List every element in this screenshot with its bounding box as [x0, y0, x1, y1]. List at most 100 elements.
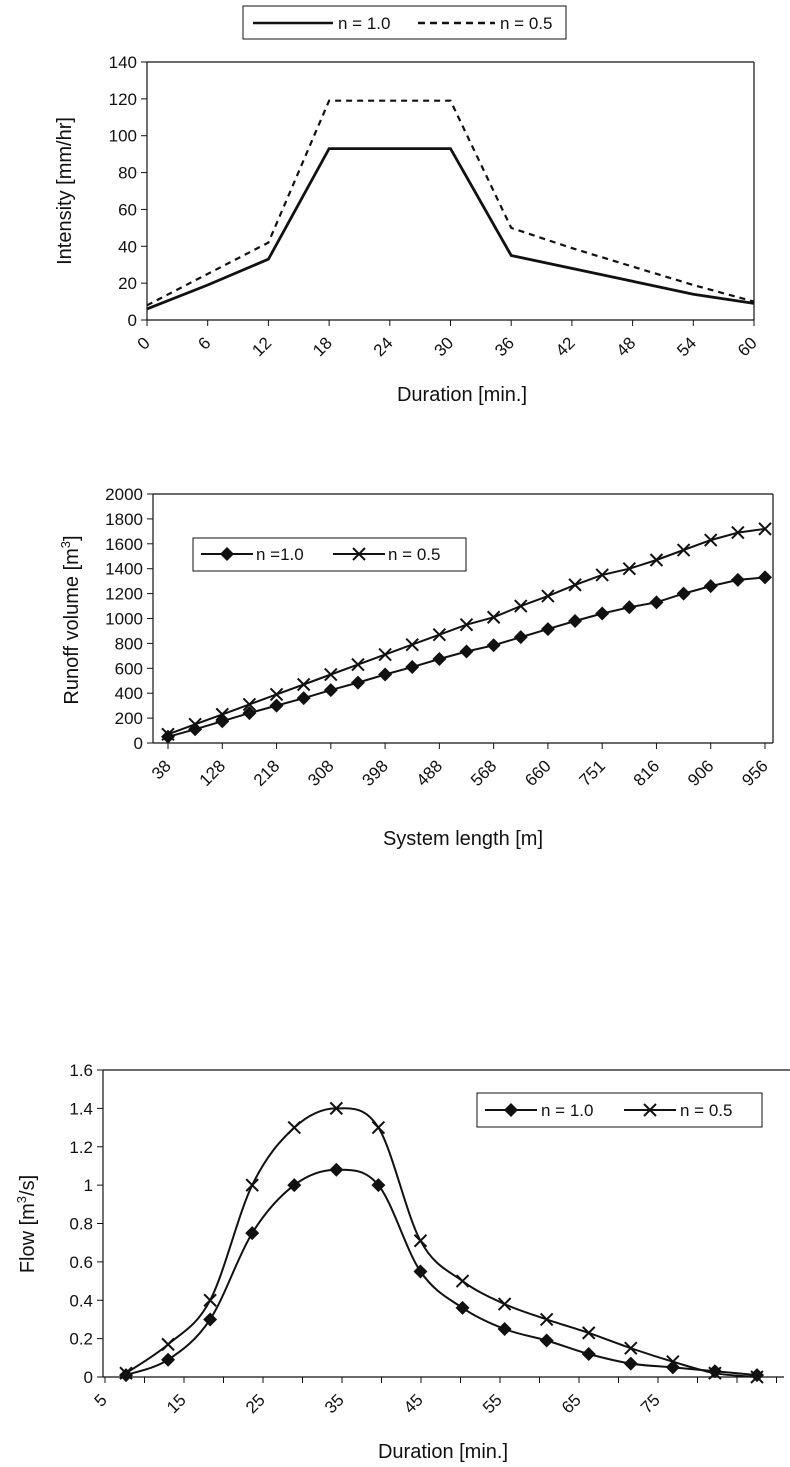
data-point-n05: [371, 1120, 386, 1135]
data-point-n05: [324, 667, 338, 682]
runoff-volume-chart: 0 200 400 600 800 1000 1200 1400 1600 1800 2000 38…: [58, 485, 774, 850]
x-tick-label: 36: [491, 333, 518, 360]
flow-y-axis-title: Flow [m3/s]: [14, 1175, 39, 1273]
legend-label-series-1: n =1.0: [256, 545, 304, 564]
data-point-n1: [676, 586, 691, 601]
x-tick-label: 65: [558, 1390, 585, 1417]
legend-marker-diamond: [504, 1103, 518, 1117]
legend-label-series-1: n = 1.0: [541, 1101, 593, 1120]
x-tick-label: 60: [734, 333, 761, 360]
x-tick-label: 5: [91, 1390, 111, 1410]
data-point-n1: [413, 1264, 428, 1279]
data-point-n05: [708, 1366, 722, 1380]
x-tick-label: 751: [576, 756, 609, 789]
x-tick-label: 45: [400, 1390, 427, 1417]
intensity-x-axis-title: Duration [min.]: [397, 384, 527, 406]
data-point-n1: [405, 660, 420, 675]
y-tick-label: 1.2: [69, 1138, 93, 1157]
legend-label-series-2: n = 0.5: [680, 1101, 732, 1120]
y-tick-label: 60: [118, 200, 137, 219]
flow-x-axis-title: Duration [min.]: [378, 1441, 508, 1463]
data-point-n1: [323, 683, 338, 698]
data-point-n05: [351, 657, 365, 672]
data-point-n1: [622, 600, 637, 615]
x-tick-label: 488: [413, 756, 446, 789]
data-point-n1: [513, 630, 528, 645]
x-tick-label: 0: [134, 333, 154, 353]
x-tick-label: 816: [630, 756, 663, 789]
y-tick-label: 140: [109, 53, 137, 72]
data-point-n05: [622, 561, 637, 576]
data-point-n1: [161, 1352, 176, 1367]
data-point-n05: [541, 589, 555, 603]
legend-label-series-1: n = 1.0: [338, 14, 390, 33]
data-point-n05: [405, 637, 419, 652]
data-point-n1: [287, 1178, 302, 1193]
data-point-n05: [161, 1337, 175, 1352]
legend-marker-x: [643, 1103, 657, 1117]
data-point-n1: [455, 1300, 470, 1315]
data-point-n05: [287, 1120, 301, 1135]
data-point-n05: [269, 687, 284, 702]
y-tick-label: 1.4: [69, 1099, 93, 1118]
series-line-n1: [146, 147, 755, 311]
y-tick-label: 200: [115, 709, 143, 728]
x-tick-label: 6: [194, 333, 214, 353]
data-point-n05: [455, 1274, 470, 1288]
y-tick-label: 800: [115, 634, 143, 653]
y-tick-label: 120: [109, 90, 137, 109]
series-line-n05: [125, 1107, 758, 1378]
legend-marker-x: [352, 547, 366, 561]
y-tick-label: 0.6: [69, 1253, 93, 1272]
data-point-n1: [750, 1368, 764, 1383]
data-point-n1: [539, 1333, 554, 1348]
y-tick-label: 600: [115, 659, 143, 678]
series-line-n1: [125, 1168, 758, 1377]
legend-label-series-2: n = 0.5: [500, 14, 552, 33]
intensity-y-axis-title: Intensity [mm/hr]: [54, 117, 76, 265]
x-tick-label: 308: [304, 756, 337, 789]
data-point-n1: [371, 1178, 386, 1193]
y-tick-label: 1: [84, 1176, 93, 1195]
data-point-n05: [649, 553, 664, 567]
y-tick-label: 40: [118, 237, 137, 256]
x-tick-label: 128: [196, 756, 229, 789]
data-point-n05: [432, 627, 447, 642]
data-point-n1: [245, 1226, 260, 1241]
runoff-y-axis-title: Runoff volume [m3]: [58, 535, 83, 704]
runoff-x-axis-title: System length [m]: [383, 828, 543, 850]
data-point-n1: [595, 606, 610, 621]
data-point-n05: [119, 1366, 133, 1380]
data-point-n05: [486, 610, 501, 624]
x-tick-label: 38: [148, 756, 175, 783]
x-tick-label: 12: [248, 333, 275, 360]
data-point-n1: [119, 1368, 133, 1383]
legend-marker-diamond: [220, 547, 234, 561]
data-point-n05: [329, 1101, 344, 1116]
data-point-n1: [296, 691, 311, 706]
data-point-n1: [540, 622, 555, 637]
x-tick-label: 35: [321, 1390, 348, 1417]
y-tick-label: 100: [109, 127, 137, 146]
x-tick-label: 15: [163, 1390, 190, 1417]
x-tick-label: 48: [613, 333, 640, 360]
x-tick-label: 956: [738, 756, 771, 789]
y-tick-label: 0.4: [69, 1291, 93, 1310]
data-point-n1: [269, 698, 284, 713]
data-point-n1: [486, 638, 501, 653]
y-tick-label: 1200: [105, 585, 143, 604]
data-point-n05: [539, 1312, 554, 1327]
legend-label-series-2: n = 0.5: [388, 545, 440, 564]
x-tick-label: 398: [358, 756, 391, 789]
data-point-n05: [676, 543, 691, 557]
data-point-n1: [581, 1346, 596, 1361]
y-tick-label: 80: [118, 164, 137, 183]
data-point-n1: [161, 729, 175, 744]
data-point-n05: [595, 568, 609, 582]
intensity-chart: n = 1.0 n = 0.5 0 20 40 60 80 100 120 140 0 6 12 1…: [54, 5, 761, 406]
data-point-n1: [568, 613, 583, 628]
data-point-n1: [329, 1162, 344, 1177]
y-tick-label: 0.2: [69, 1330, 93, 1349]
data-point-n05: [245, 1178, 259, 1192]
data-point-n05: [582, 1326, 596, 1340]
